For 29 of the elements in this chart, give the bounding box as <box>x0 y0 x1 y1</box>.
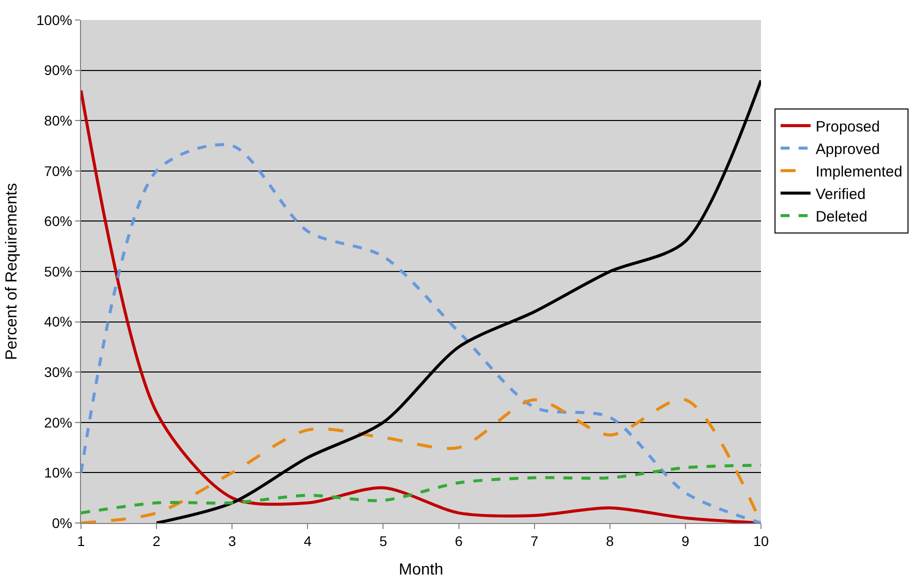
y-tick-label: 0% <box>52 514 72 531</box>
y-tick-label: 50% <box>44 263 72 280</box>
y-tick-label: 10% <box>44 464 72 481</box>
x-tick-label: 9 <box>682 532 690 549</box>
legend-label: Implemented <box>816 164 902 180</box>
x-tick-label: 10 <box>753 532 769 549</box>
line-series <box>81 464 761 514</box>
y-tick-label: 90% <box>44 62 72 78</box>
x-tick-label: 2 <box>152 532 161 549</box>
x-tick-label: 6 <box>454 532 463 549</box>
y-tick-label: 70% <box>44 162 72 179</box>
x-tick-label: 4 <box>304 532 312 549</box>
y-tick-label: 100% <box>36 12 72 28</box>
x-tick-label: 3 <box>228 532 236 549</box>
y-tick-label: 60% <box>44 213 72 230</box>
y-axis-title: Percent of Requirements <box>3 183 20 360</box>
x-tick-label: 7 <box>530 532 538 549</box>
x-tick-label: 8 <box>606 532 614 549</box>
legend-label: Proposed <box>816 118 880 136</box>
legend-label: Verified <box>816 186 866 203</box>
legend-label: Deleted <box>816 208 868 226</box>
y-tick-label: 20% <box>44 414 72 430</box>
y-tick-label: 40% <box>44 314 72 330</box>
x-axis-title: Month <box>398 562 444 578</box>
x-tick-label: 1 <box>77 532 86 549</box>
x-tick-label: 5 <box>379 532 388 549</box>
y-tick-label: 30% <box>44 364 72 380</box>
y-tick-label: 80% <box>44 112 72 128</box>
legend-label: Approved <box>816 141 880 158</box>
